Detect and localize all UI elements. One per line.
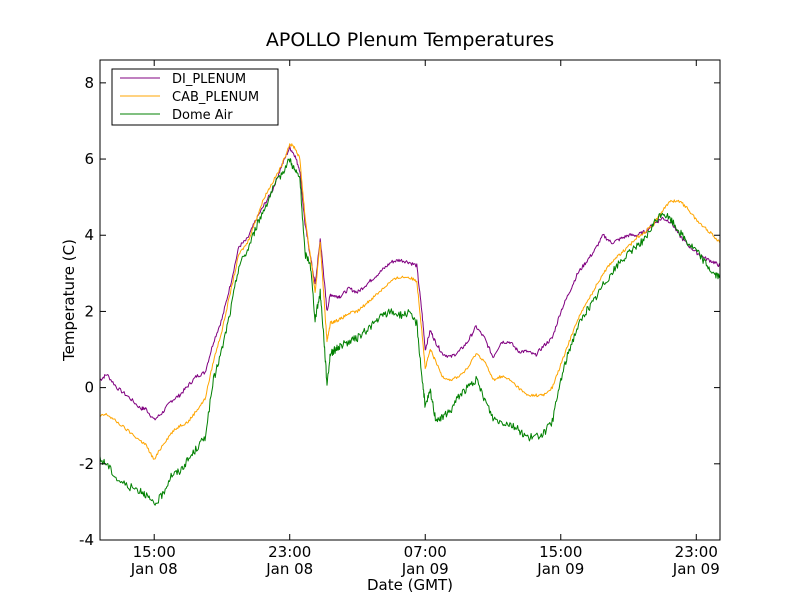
y-tick-label: 8	[84, 74, 94, 92]
legend-label: CAB_PLENUM	[172, 90, 259, 105]
x-tick-label-time: 15:00	[539, 543, 582, 561]
y-tick-label: 4	[84, 226, 94, 244]
legend-label: DI_PLENUM	[172, 72, 246, 87]
series-layer	[99, 143, 721, 506]
x-tick-label-date: Jan 09	[401, 560, 449, 578]
y-tick-label: -2	[79, 455, 94, 473]
chart-title: APOLLO Plenum Temperatures	[266, 29, 554, 51]
series-line-cab-plenum	[99, 143, 721, 460]
y-tick-label: -4	[79, 531, 94, 549]
x-tick-label-date: Jan 08	[130, 560, 178, 578]
x-tick-label-time: 23:00	[675, 543, 718, 561]
x-tick-label-time: 15:00	[133, 543, 176, 561]
y-tick-label: 6	[84, 150, 94, 168]
x-axis-label: Date (GMT)	[367, 576, 453, 594]
series-line-dome-air	[99, 158, 721, 506]
y-axis-label: Temperature (C)	[60, 239, 78, 362]
legend-label: Dome Air	[172, 108, 233, 123]
y-tick-label: 2	[84, 302, 94, 320]
legend: DI_PLENUM CAB_PLENUM Dome Air	[111, 68, 279, 126]
plot-frame	[99, 59, 721, 541]
x-tick-label-date: Jan 09	[672, 560, 720, 578]
x-tick-label-date: Jan 09	[536, 560, 584, 578]
x-tick-label-date: Jan 08	[265, 560, 313, 578]
x-tick-label-time: 23:00	[268, 543, 311, 561]
series-line-di-plenum	[99, 145, 721, 421]
y-tick-label: 0	[84, 379, 94, 397]
x-tick-label-time: 07:00	[404, 543, 447, 561]
